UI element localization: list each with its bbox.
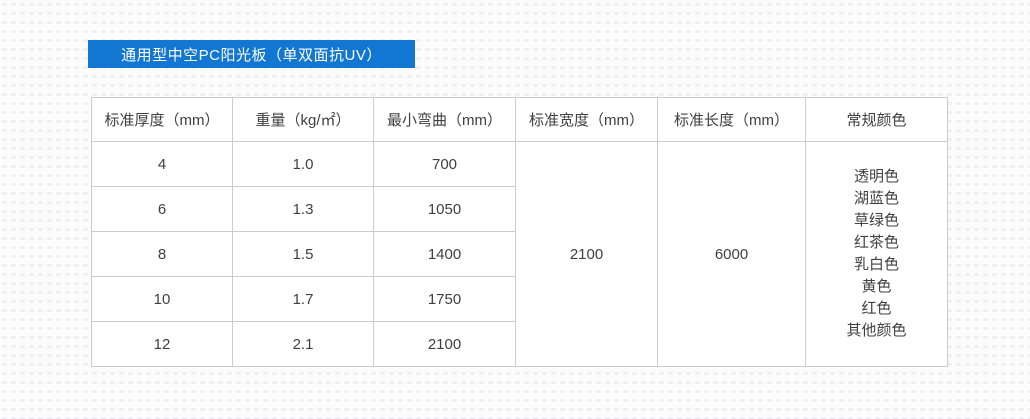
cell-weight: 1.3: [232, 186, 374, 232]
table-row: 4 1.0 700 2100 6000 透明色 湖蓝色 草绿色 红茶色 乳白色 …: [91, 141, 948, 367]
cell-weight: 1.5: [232, 231, 374, 277]
table-row: 12 2.1 2100: [91, 321, 948, 367]
section-title-badge: 通用型中空PC阳光板（单双面抗UV）: [88, 40, 415, 68]
color-option: 草绿色: [853, 212, 899, 229]
cell-thickness: 12: [91, 321, 233, 367]
color-option: 黄色: [861, 278, 892, 295]
table-row: 8 1.5 1400: [91, 231, 948, 277]
header-thickness: 标准厚度（mm）: [91, 97, 233, 142]
table-header-row: 标准厚度（mm） 重量（kg/㎡） 最小弯曲（mm） 标准宽度（mm） 标准长度…: [91, 97, 948, 142]
color-option: 红茶色: [853, 234, 899, 251]
cell-standard-width: 2100: [515, 141, 658, 367]
cell-thickness: 8: [91, 231, 233, 277]
cell-min-bend: 700: [373, 141, 516, 187]
cell-weight: 2.1: [232, 321, 374, 367]
cell-weight: 1.7: [232, 276, 374, 322]
cell-standard-length: 6000: [657, 141, 806, 367]
cell-min-bend: 1400: [373, 231, 516, 277]
header-colors: 常规颜色: [805, 97, 948, 142]
header-standard-width: 标准宽度（mm）: [515, 97, 658, 142]
color-option: 透明色: [853, 168, 899, 185]
cell-thickness: 4: [91, 141, 233, 187]
product-spec-table: 标准厚度（mm） 重量（kg/㎡） 最小弯曲（mm） 标准宽度（mm） 标准长度…: [91, 97, 948, 367]
color-option: 其他颜色: [846, 322, 907, 339]
header-min-bend: 最小弯曲（mm）: [373, 97, 516, 142]
table-row: 6 1.3 1050: [91, 186, 948, 232]
cell-thickness: 10: [91, 276, 233, 322]
color-option: 湖蓝色: [853, 190, 899, 207]
cell-colors-list: 透明色 湖蓝色 草绿色 红茶色 乳白色 黄色 红色 其他颜色: [805, 141, 948, 367]
cell-min-bend: 1050: [373, 186, 516, 232]
color-option: 红色: [861, 300, 892, 317]
header-standard-length: 标准长度（mm）: [657, 97, 806, 142]
table-row: 10 1.7 1750: [91, 276, 948, 322]
cell-thickness: 6: [91, 186, 233, 232]
color-option: 乳白色: [853, 256, 899, 273]
header-weight: 重量（kg/㎡）: [232, 97, 374, 142]
cell-min-bend: 1750: [373, 276, 516, 322]
cell-min-bend: 2100: [373, 321, 516, 367]
cell-weight: 1.0: [232, 141, 374, 187]
